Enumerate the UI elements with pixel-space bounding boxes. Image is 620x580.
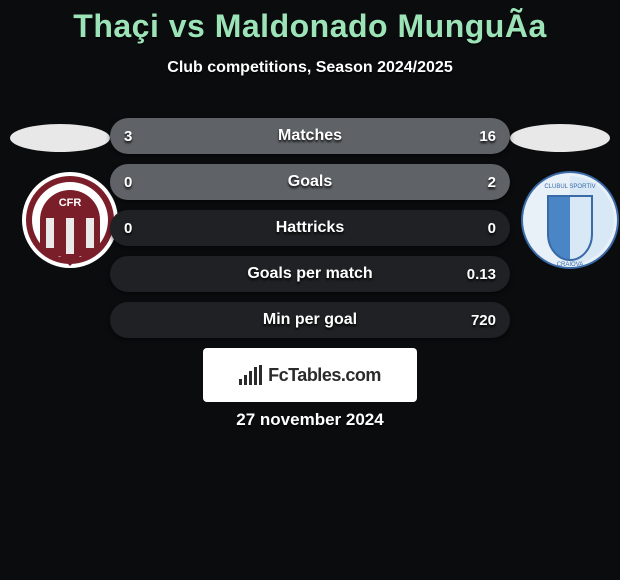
svg-text:CFR: CFR — [59, 197, 82, 209]
stat-value-left: 3 — [110, 128, 180, 145]
stat-value-right: 2 — [440, 174, 510, 191]
stat-row: Goals per match0.13 — [110, 256, 510, 292]
stat-label: Goals — [180, 173, 440, 191]
club-badge-left: CFR — [20, 170, 120, 270]
svg-text:CRAIOVA: CRAIOVA — [557, 262, 584, 268]
subtitle: Club competitions, Season 2024/2025 — [0, 59, 620, 77]
stat-value-left: 0 — [110, 220, 180, 237]
svg-text:CLUBUL SPORTIV: CLUBUL SPORTIV — [544, 184, 595, 190]
stat-value-right: 16 — [440, 128, 510, 145]
brand-logo: FcTables.com — [203, 348, 417, 402]
stat-row: 0Hattricks0 — [110, 210, 510, 246]
stat-value-right: 0 — [440, 220, 510, 237]
player-photo-placeholder-right — [510, 124, 610, 152]
stat-label: Min per goal — [180, 311, 440, 329]
cfr-badge-icon: CFR — [20, 170, 120, 270]
stat-row: 3Matches16 — [110, 118, 510, 154]
infographic-root: Thaçi vs Maldonado MunguÃ­a Club competi… — [0, 0, 620, 77]
stat-label: Hattricks — [180, 219, 440, 237]
bar-chart-icon — [239, 365, 262, 385]
stat-row: Min per goal720 — [110, 302, 510, 338]
club-badge-right: CLUBUL SPORTIV CRAIOVA — [520, 170, 620, 270]
stat-value-left: 0 — [110, 174, 180, 191]
stat-row: 0Goals2 — [110, 164, 510, 200]
stat-label: Goals per match — [180, 265, 440, 283]
page-title: Thaçi vs Maldonado MunguÃ­a — [0, 0, 620, 45]
stat-value-right: 0.13 — [440, 266, 510, 283]
brand-text: FcTables.com — [268, 365, 381, 386]
stat-value-right: 720 — [440, 312, 510, 329]
player-photo-placeholder-left — [10, 124, 110, 152]
date-text: 27 november 2024 — [0, 410, 620, 430]
stats-panel: 3Matches160Goals20Hattricks0Goals per ma… — [110, 118, 510, 348]
stat-label: Matches — [180, 127, 440, 145]
craiova-badge-icon: CLUBUL SPORTIV CRAIOVA — [520, 170, 620, 270]
